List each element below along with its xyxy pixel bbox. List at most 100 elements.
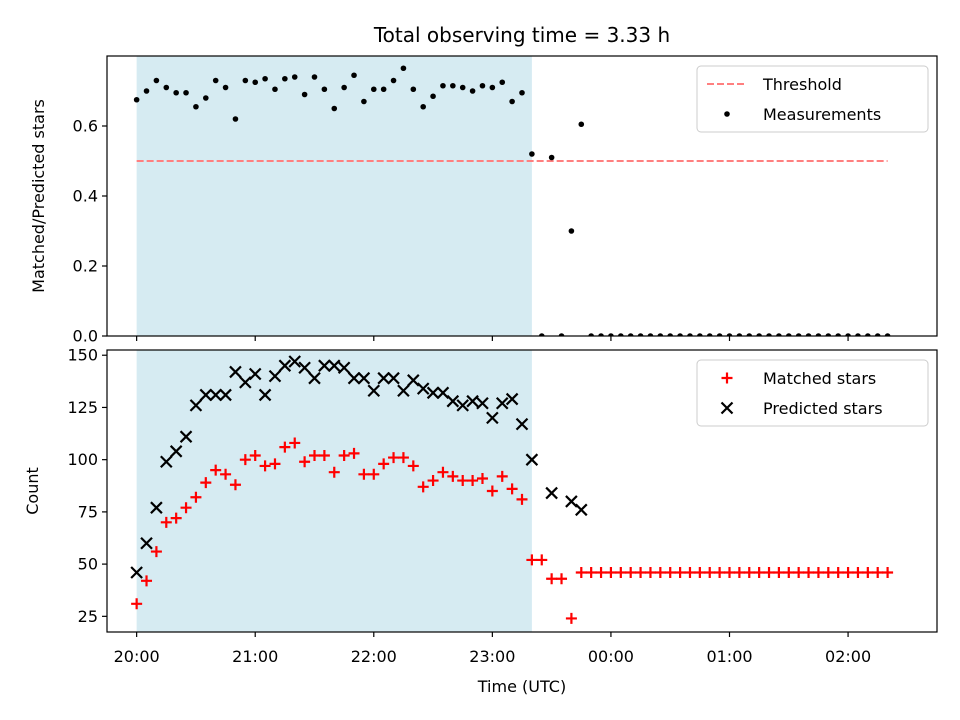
data-point [635, 566, 647, 578]
data-point [282, 75, 288, 82]
data-point [882, 566, 894, 578]
data-point [766, 333, 772, 336]
data-point [180, 502, 192, 514]
data-point [427, 475, 439, 487]
data-point [239, 454, 251, 466]
data-point [556, 573, 568, 585]
data-point [301, 91, 308, 98]
data-point [783, 566, 795, 578]
series-measurements [133, 65, 891, 336]
top-panel: 0.0 0.2 0.4 0.6 Matched/Predicted stars Total… [29, 23, 938, 346]
y-tick-label: 25 [78, 607, 98, 626]
data-point [664, 566, 676, 578]
data-point [130, 566, 143, 579]
data-point [832, 566, 844, 578]
data-point [519, 89, 525, 96]
data-point [450, 82, 456, 89]
data-point [456, 399, 469, 412]
data-point [505, 392, 519, 406]
data-point [248, 367, 262, 381]
y-axis-label: Count [23, 467, 42, 515]
data-point [536, 554, 548, 566]
data-point [647, 333, 654, 336]
data-point [525, 453, 539, 466]
data-point [469, 88, 476, 94]
data-point [337, 361, 351, 375]
data-point [351, 72, 357, 79]
data-point [694, 566, 706, 578]
legend: Threshold Measurements [696, 65, 929, 133]
data-point [169, 445, 183, 458]
data-point [347, 371, 361, 385]
y-tick-label: 0.6 [73, 117, 98, 136]
data-point [486, 411, 499, 425]
data-point [637, 333, 644, 336]
y-tick-label: 125 [67, 398, 98, 417]
data-point [189, 399, 203, 412]
data-point [377, 371, 390, 385]
data-point [615, 566, 627, 578]
legend-box [696, 359, 929, 427]
data-point [416, 382, 430, 395]
data-point [845, 333, 851, 336]
data-point [309, 449, 320, 461]
y-tick-label: 100 [67, 450, 98, 469]
legend-box [696, 65, 929, 133]
data-point [400, 65, 407, 72]
data-point [407, 460, 419, 472]
data-point [855, 333, 861, 336]
data-point [331, 105, 338, 112]
data-point [795, 333, 802, 336]
y-tick-label: 0.2 [73, 257, 98, 276]
data-point [229, 479, 241, 491]
data-point [262, 75, 268, 82]
data-point [499, 79, 506, 86]
data-point [496, 470, 508, 482]
data-point [627, 333, 634, 336]
data-point [657, 333, 664, 336]
data-point [467, 475, 479, 487]
legend-dot-swatch [724, 111, 730, 117]
data-point [321, 86, 328, 93]
data-point [430, 93, 436, 100]
data-point [526, 554, 538, 566]
data-point [803, 566, 815, 578]
data-point [575, 503, 588, 517]
x-tick-label: 01:00 [706, 647, 752, 666]
data-point [773, 566, 785, 578]
data-point [173, 89, 179, 96]
data-point [654, 566, 666, 578]
data-point [565, 612, 577, 624]
data-point [131, 598, 143, 610]
data-point [318, 359, 331, 372]
data-point [269, 458, 281, 470]
data-point [190, 491, 202, 503]
data-point [872, 566, 884, 578]
data-point [361, 98, 367, 105]
data-point [210, 464, 222, 476]
data-point [370, 86, 377, 93]
data-point [697, 333, 703, 336]
data-point [150, 546, 162, 558]
data-point [743, 566, 755, 578]
data-point [328, 466, 340, 478]
data-point [716, 333, 723, 336]
bottom-panel: 25 50 75 100 125 150 20:00 21:00 22:00 23:00 00:00… [23, 346, 938, 696]
data-point [160, 455, 173, 469]
data-point [515, 417, 529, 431]
data-point [272, 86, 278, 93]
data-point [420, 103, 426, 110]
data-point [605, 566, 617, 578]
data-point [219, 388, 232, 402]
data-point [618, 333, 624, 336]
y-tick-label: 50 [78, 555, 98, 574]
data-point [380, 86, 387, 93]
data-point [677, 333, 683, 336]
observing-window-shade [136, 56, 532, 336]
data-point [578, 121, 585, 128]
data-point [193, 103, 199, 110]
legend: Matched stars Predicted stars [696, 359, 929, 427]
data-point [308, 371, 321, 385]
data-point [476, 396, 489, 410]
